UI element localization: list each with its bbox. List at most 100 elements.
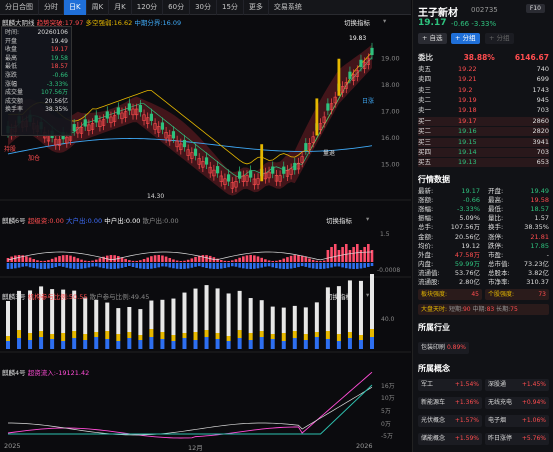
info-label: 最高 xyxy=(5,54,18,62)
p4-cyan-line xyxy=(8,384,373,435)
tab-4[interactable]: 月K xyxy=(109,0,132,15)
p2-small: 散户出:0.00 xyxy=(142,217,179,225)
p2-bar xyxy=(271,260,275,262)
p2-switch-indicator-button[interactable]: 切换指标 xyxy=(326,217,352,225)
stock-strength-value: 73 xyxy=(538,291,546,298)
quote-label: 流通股: xyxy=(418,278,440,286)
p3-dropdown-icon[interactable]: ▾ xyxy=(366,291,370,299)
candle-body xyxy=(245,175,249,182)
p3-switch-indicator-button[interactable]: 切换指标 xyxy=(326,293,352,301)
tab-2[interactable]: 日K xyxy=(64,0,87,15)
p3-inst-bar xyxy=(105,339,110,349)
tab-1[interactable]: 分时 xyxy=(39,0,64,15)
main-dropdown-icon[interactable]: ▾ xyxy=(383,17,387,25)
quote-value: 21.81 xyxy=(530,232,549,241)
p2-bar xyxy=(14,255,17,262)
p2-neg-bar xyxy=(201,263,205,268)
buy-row[interactable]: 买三 19.15 3941 xyxy=(418,137,549,147)
sell-row[interactable]: 卖三 19.2 1743 xyxy=(418,86,549,95)
tab-6[interactable]: 60分 xyxy=(163,0,191,15)
p3-inst-bar xyxy=(138,340,143,349)
tab-5[interactable]: 120分 xyxy=(132,0,164,15)
industry-chip[interactable]: 包装印刷 0.89% xyxy=(418,342,469,354)
info-row: 换手率 38.35% xyxy=(5,106,68,115)
p2-bar xyxy=(98,258,102,262)
sell-row[interactable]: 卖二 19.19 945 xyxy=(418,96,549,105)
main-switch-indicator-button[interactable]: 切换指标 xyxy=(344,19,370,27)
buy-row[interactable]: 买一 19.17 2860 xyxy=(418,117,549,127)
p3-mid-bar xyxy=(248,333,253,340)
p2-neg-bar xyxy=(330,263,333,268)
sell-row[interactable]: 卖五 19.22 740 xyxy=(418,65,549,74)
p2-neg-bar xyxy=(186,263,190,269)
p2-dropdown-icon[interactable]: ▾ xyxy=(366,215,370,223)
concept-chip[interactable]: 深股通 +1.45% xyxy=(485,379,549,391)
tab-8[interactable]: 15分 xyxy=(217,0,244,15)
p2-bar xyxy=(80,259,83,262)
p2-bar xyxy=(43,260,47,262)
p2-bar xyxy=(50,258,54,262)
p3-retail-bar xyxy=(116,308,121,334)
candle-body xyxy=(348,71,352,79)
sell-row[interactable]: 卖四 19.21 699 xyxy=(418,75,549,84)
p2-bar xyxy=(245,255,249,262)
tab-11[interactable]: 交易系统 xyxy=(273,2,302,11)
level-price: 19.21 xyxy=(458,75,477,84)
concept-chip[interactable]: 电子烟 +1.06% xyxy=(485,415,549,427)
candle-body xyxy=(186,149,190,156)
p2-neg-bar xyxy=(36,263,39,269)
p3-inst-bar xyxy=(182,338,187,349)
candle-body xyxy=(227,174,231,182)
p2-bar xyxy=(120,257,124,262)
level-volume: 699 xyxy=(536,75,549,84)
candle-body xyxy=(208,166,212,174)
p2-neg-bar xyxy=(337,263,341,267)
candle-body xyxy=(355,70,359,77)
add-group-button-disabled[interactable]: + 分组 xyxy=(485,33,514,44)
candle-body xyxy=(149,113,153,121)
order-ratio-title: 委比 xyxy=(418,53,433,62)
tab-3[interactable]: 周K xyxy=(87,0,110,15)
f10-button[interactable]: F10 xyxy=(525,4,545,13)
add-watchlist-button[interactable]: + 自选 xyxy=(418,33,447,44)
p2-neg-bar xyxy=(234,263,238,267)
info-label: 收盘 xyxy=(5,46,18,54)
tab-7[interactable]: 30分 xyxy=(190,0,217,15)
info-row: 收盘 19.17 xyxy=(5,46,68,55)
p2-neg-bar xyxy=(256,263,260,269)
p2-bar xyxy=(47,260,50,262)
concept-chip[interactable]: 储能概念 +1.59% xyxy=(418,433,482,445)
concept-chip[interactable]: 新能源车 +1.36% xyxy=(418,397,482,409)
p2-neg-bar xyxy=(17,263,21,268)
tab-9[interactable]: 更多 xyxy=(244,0,269,15)
concept-chip[interactable]: 无线充电 +0.94% xyxy=(485,397,549,409)
candle-body xyxy=(278,175,282,182)
p2-neg-bar xyxy=(142,263,146,269)
candle-body xyxy=(57,139,62,146)
concept-chip[interactable]: 光伏概念 +1.57% xyxy=(418,415,482,427)
chart-area[interactable]: 19.00 18.00 17.00 16.00 15.00 19.83 14.30 持股 加仓 日… xyxy=(0,15,411,452)
candle-body xyxy=(322,116,326,124)
xaxis-mid-label: 12月 xyxy=(188,444,203,452)
p2-bar xyxy=(205,255,208,262)
quote-value: 2.80亿 xyxy=(459,278,480,286)
mid-divider-value: 中期分界:16.09 xyxy=(134,19,182,27)
p3-inst-bar xyxy=(72,338,77,349)
buy-row[interactable]: 买二 19.16 2820 xyxy=(418,127,549,137)
add-group-button[interactable]: + 分组 xyxy=(451,33,480,44)
quote-value: 38.35% xyxy=(524,223,549,232)
buy-row[interactable]: 买五 19.13 653 xyxy=(418,158,549,168)
concept-chip[interactable]: 军工 +1.54% xyxy=(418,379,482,391)
p3-retail-bar xyxy=(39,286,44,331)
p3-inst-bar xyxy=(237,338,242,349)
tab-0[interactable]: 分日合图 xyxy=(0,0,39,15)
p2-neg-bar xyxy=(87,263,91,268)
level-price: 19.2 xyxy=(458,85,473,94)
sell-row[interactable]: 卖一 19.18 703 xyxy=(418,106,549,115)
concept-chip[interactable]: 昨日涨停 +5.76% xyxy=(485,433,549,445)
p3-inst-bar xyxy=(50,339,55,349)
p2-bar xyxy=(297,255,300,262)
buy-row[interactable]: 买四 19.14 703 xyxy=(418,147,549,157)
market-timing-label: 大盘天时: xyxy=(421,306,448,313)
